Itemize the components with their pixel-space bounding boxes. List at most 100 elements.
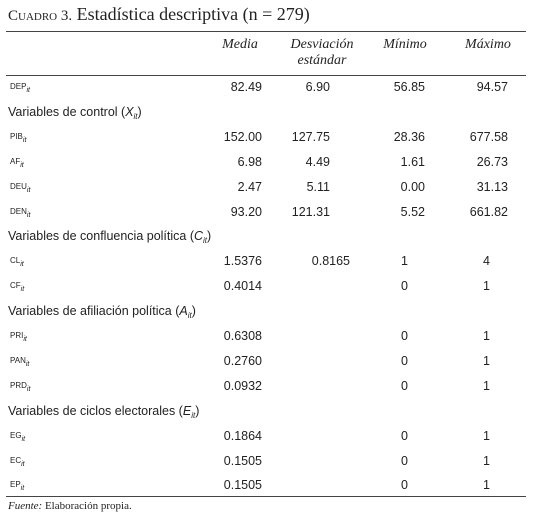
column-header: Desviación estándar [290, 37, 354, 68]
cell: 0 [401, 279, 408, 294]
source-text: Elaboración propia. [44, 500, 132, 512]
row-name: DEP [10, 82, 27, 91]
cell: 121.31 [291, 204, 330, 219]
cell: 1 [483, 378, 490, 393]
row-label: AFit [10, 154, 24, 174]
row-subscript: it [26, 211, 31, 219]
heading-var: C [194, 229, 204, 244]
heading-close: ) [137, 104, 142, 119]
row-name: AF [10, 156, 21, 166]
cell: 127.75 [291, 129, 330, 144]
heading-text: Variables de afiliación política ( [8, 304, 180, 319]
row-subscript: it [20, 261, 24, 269]
row-subscript: it [21, 460, 25, 468]
heading-subscript: it [203, 236, 208, 246]
heading-text: Variables de control ( [8, 104, 126, 119]
cell: 0 [401, 378, 408, 393]
row-label: PIBit [10, 129, 26, 149]
row-name: EG [10, 430, 22, 440]
cell: 152.00 [223, 129, 262, 144]
row-subscript: it [26, 385, 31, 393]
row-name: CF [10, 281, 21, 291]
heading-subscript: it [133, 111, 138, 121]
cell: 0 [401, 353, 408, 368]
heading-text: Variables de ciclos electorales ( [8, 403, 183, 418]
cell: 6.90 [305, 80, 330, 94]
row-subscript: it [21, 435, 26, 443]
section-heading: Variables de control (Xit) [8, 104, 142, 125]
heading-close: ) [191, 304, 196, 319]
heading-text: Variables de confluencia política ( [8, 229, 194, 244]
cell: 28.36 [393, 129, 425, 144]
row-name: PRD [10, 380, 27, 390]
row-name: CL [10, 256, 21, 266]
cell: 1 [483, 428, 490, 443]
cell: 4 [483, 254, 490, 269]
row-subscript: it [22, 136, 27, 144]
cell: 1 [483, 453, 490, 468]
row-name: DEU [10, 181, 27, 191]
row-subscript: it [26, 186, 31, 194]
table-number: Cuadro 3. [8, 8, 73, 24]
title-text: Estadística descriptiva (n = 279) [76, 4, 310, 24]
cell: 0.00 [400, 179, 425, 194]
row-label: DEPit [10, 79, 30, 99]
cell: 26.73 [476, 154, 508, 169]
cell: 661.82 [469, 204, 508, 219]
row-label: PRIit [10, 328, 27, 348]
cell: 0.4014 [223, 279, 262, 294]
cell: 0.1864 [223, 428, 262, 443]
cell: 1 [483, 329, 490, 343]
row-name: EP [10, 480, 21, 490]
cell: 31.13 [476, 179, 508, 194]
row-label: CFit [10, 278, 24, 298]
row-subscript: it [20, 286, 25, 294]
section-heading: Variables de confluencia política (Cit) [8, 228, 211, 249]
cell: 0.8165 [311, 254, 350, 269]
section-heading: Variables de ciclos electorales (Eit) [8, 403, 199, 424]
cell: 1.5376 [223, 254, 262, 269]
table-title: Cuadro 3. Estadística descriptiva (n = 2… [8, 4, 310, 25]
heading-subscript: it [187, 311, 192, 321]
row-subscript: it [20, 485, 25, 493]
cell: 1 [401, 254, 408, 269]
cell: 56.85 [393, 80, 425, 94]
heading-var: E [182, 403, 192, 418]
bottom-rule [6, 496, 526, 497]
cell: 0.6308 [223, 329, 262, 343]
cell: 0.2760 [223, 353, 262, 368]
cell: 0 [401, 453, 408, 468]
top-rule [6, 31, 526, 32]
header-rule [6, 75, 526, 76]
row-name: PIB [10, 131, 23, 141]
row-subscript: it [20, 161, 24, 169]
cell: 4.49 [305, 154, 330, 169]
row-name: EC [10, 455, 22, 465]
row-label: PRDit [10, 378, 30, 398]
column-header: Mínimo [383, 37, 427, 52]
cell: 0 [401, 428, 408, 443]
cell: 0.1505 [223, 453, 262, 468]
footer: Fuente: Elaboración propia. [8, 500, 132, 512]
cell: 5.52 [400, 204, 425, 219]
cell: 5.11 [306, 179, 330, 194]
cell: 0 [401, 329, 408, 343]
cell: 94.57 [476, 80, 508, 94]
source-label: Fuente: [8, 500, 43, 512]
row-subscript: it [26, 87, 30, 94]
cell: 0 [401, 478, 408, 493]
column-header: Máximo [465, 37, 511, 52]
row-name: DEN [10, 206, 27, 216]
column-header: Media [222, 37, 258, 52]
heading-var: A [179, 304, 188, 319]
row-name: PRI [10, 331, 24, 340]
row-label: DENit [10, 204, 30, 224]
cell: 1 [483, 353, 490, 368]
cell: 677.58 [469, 129, 508, 144]
row-label: PANit [10, 353, 29, 373]
heading-close: ) [207, 229, 212, 244]
heading-close: ) [195, 403, 200, 418]
row-label: EPit [10, 477, 24, 497]
cell: 82.49 [230, 80, 262, 94]
section-heading: Variables de afiliación política (Ait) [8, 303, 196, 324]
